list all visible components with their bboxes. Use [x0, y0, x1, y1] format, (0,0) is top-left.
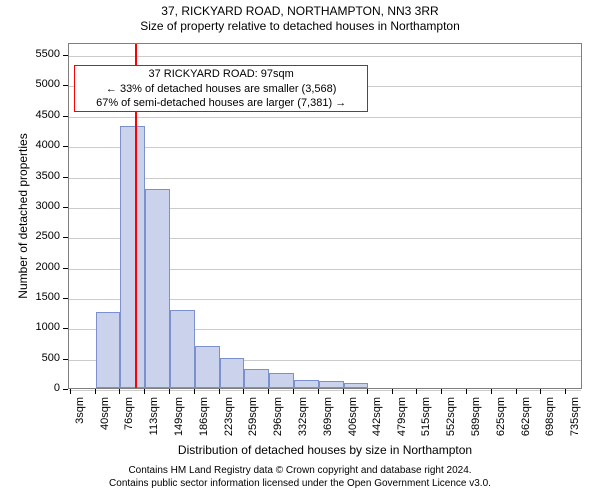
marker-callout-line1: 37 RICKYARD ROAD: 97sqm — [79, 67, 363, 81]
x-tick-mark — [219, 389, 220, 394]
histogram-bar — [294, 380, 319, 388]
histogram-bar — [220, 358, 244, 388]
gridline — [69, 147, 581, 148]
x-tick-mark — [169, 389, 170, 394]
y-tick-mark — [63, 237, 68, 238]
y-tick-label: 500 — [0, 352, 60, 364]
chart-title-line1: 37, RICKYARD ROAD, NORTHAMPTON, NN3 3RR — [0, 4, 600, 19]
y-tick-label: 2000 — [0, 261, 60, 273]
marker-callout: 37 RICKYARD ROAD: 97sqm← 33% of detached… — [74, 65, 368, 112]
plot-area: 37 RICKYARD ROAD: 97sqm← 33% of detached… — [68, 43, 582, 389]
histogram-bar — [195, 346, 220, 388]
gridline — [69, 178, 581, 179]
x-tick-mark — [293, 389, 294, 394]
gridline — [69, 117, 581, 118]
x-tick-mark — [491, 389, 492, 394]
x-tick-mark — [343, 389, 344, 394]
histogram-bar — [269, 373, 293, 388]
x-tick-mark — [144, 389, 145, 394]
y-tick-mark — [63, 268, 68, 269]
x-tick-mark — [565, 389, 566, 394]
footer-line1: Contains HM Land Registry data © Crown c… — [0, 465, 600, 478]
y-tick-label: 2500 — [0, 230, 60, 242]
marker-callout-line3: 67% of semi-detached houses are larger (… — [79, 96, 363, 110]
x-axis-label: Distribution of detached houses by size … — [68, 443, 582, 457]
y-tick-label: 0 — [0, 382, 60, 394]
y-tick-mark — [63, 207, 68, 208]
x-tick-mark — [367, 389, 368, 394]
histogram-bar — [170, 310, 195, 388]
x-tick-mark — [516, 389, 517, 394]
histogram-bar — [244, 369, 269, 388]
footer-attribution: Contains HM Land Registry data © Crown c… — [0, 465, 600, 490]
y-tick-label: 1000 — [0, 321, 60, 333]
marker-callout-line2: ← 33% of detached houses are smaller (3,… — [79, 82, 363, 96]
x-tick-mark — [70, 389, 71, 394]
y-tick-mark — [63, 359, 68, 360]
y-tick-label: 1500 — [0, 291, 60, 303]
y-tick-label: 4500 — [0, 109, 60, 121]
y-tick-label: 3000 — [0, 200, 60, 212]
x-tick-mark — [243, 389, 244, 394]
y-tick-mark — [63, 328, 68, 329]
x-tick-mark — [95, 389, 96, 394]
histogram-bar — [145, 189, 169, 388]
histogram-bar — [344, 383, 368, 388]
chart-title: 37, RICKYARD ROAD, NORTHAMPTON, NN3 3RRS… — [0, 4, 600, 34]
gridline — [69, 390, 581, 391]
y-tick-mark — [63, 146, 68, 147]
y-tick-mark — [63, 298, 68, 299]
y-tick-mark — [63, 116, 68, 117]
y-tick-mark — [63, 177, 68, 178]
x-tick-mark — [392, 389, 393, 394]
x-tick-mark — [119, 389, 120, 394]
x-tick-mark — [441, 389, 442, 394]
y-tick-mark — [63, 85, 68, 86]
y-tick-label: 4000 — [0, 139, 60, 151]
x-tick-mark — [318, 389, 319, 394]
y-tick-label: 3500 — [0, 170, 60, 182]
gridline — [69, 56, 581, 57]
footer-line2: Contains public sector information licen… — [0, 478, 600, 491]
histogram-bar — [319, 381, 344, 388]
y-tick-label: 5500 — [0, 48, 60, 60]
histogram-bar — [96, 312, 120, 388]
histogram-bar — [120, 126, 145, 388]
y-tick-label: 5000 — [0, 78, 60, 90]
x-tick-mark — [540, 389, 541, 394]
chart-title-line2: Size of property relative to detached ho… — [0, 19, 600, 34]
x-tick-mark — [194, 389, 195, 394]
y-tick-mark — [63, 55, 68, 56]
x-tick-mark — [466, 389, 467, 394]
y-axis-label: Number of detached properties — [16, 116, 30, 316]
x-tick-mark — [268, 389, 269, 394]
x-tick-mark — [416, 389, 417, 394]
y-tick-mark — [63, 389, 68, 390]
